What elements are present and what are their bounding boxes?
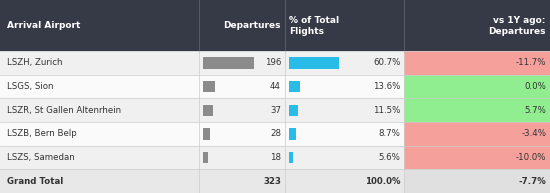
Text: 5.7%: 5.7%: [524, 106, 546, 115]
FancyBboxPatch shape: [289, 152, 293, 163]
FancyBboxPatch shape: [404, 169, 550, 193]
Text: -10.0%: -10.0%: [516, 153, 546, 162]
Text: 37: 37: [270, 106, 281, 115]
FancyBboxPatch shape: [0, 51, 199, 75]
FancyBboxPatch shape: [203, 152, 208, 163]
FancyBboxPatch shape: [285, 51, 404, 75]
FancyBboxPatch shape: [404, 146, 550, 169]
Text: 13.6%: 13.6%: [373, 82, 400, 91]
FancyBboxPatch shape: [289, 57, 339, 69]
FancyBboxPatch shape: [203, 81, 214, 92]
FancyBboxPatch shape: [203, 57, 255, 69]
Text: 60.7%: 60.7%: [373, 58, 400, 68]
Text: LSZH, Zurich: LSZH, Zurich: [7, 58, 62, 68]
Text: Grand Total: Grand Total: [7, 177, 63, 186]
Text: 196: 196: [265, 58, 281, 68]
FancyBboxPatch shape: [289, 128, 296, 140]
FancyBboxPatch shape: [199, 98, 285, 122]
Text: 44: 44: [270, 82, 281, 91]
Text: 5.6%: 5.6%: [378, 153, 400, 162]
Text: LSZB, Bern Belp: LSZB, Bern Belp: [7, 129, 76, 138]
FancyBboxPatch shape: [0, 122, 199, 146]
Text: -7.7%: -7.7%: [519, 177, 546, 186]
Text: vs 1Y ago:
Departures: vs 1Y ago: Departures: [488, 15, 546, 36]
FancyBboxPatch shape: [199, 146, 285, 169]
Text: % of Total
Flights: % of Total Flights: [289, 15, 339, 36]
Text: 323: 323: [263, 177, 281, 186]
FancyBboxPatch shape: [0, 98, 199, 122]
Text: Arrival Airport: Arrival Airport: [7, 21, 80, 30]
FancyBboxPatch shape: [289, 81, 300, 92]
FancyBboxPatch shape: [203, 128, 210, 140]
FancyBboxPatch shape: [199, 169, 285, 193]
Text: LSZS, Samedan: LSZS, Samedan: [7, 153, 74, 162]
FancyBboxPatch shape: [285, 146, 404, 169]
FancyBboxPatch shape: [285, 122, 404, 146]
Text: 18: 18: [270, 153, 281, 162]
FancyBboxPatch shape: [203, 105, 213, 116]
Text: 28: 28: [270, 129, 281, 138]
Text: -3.4%: -3.4%: [521, 129, 546, 138]
FancyBboxPatch shape: [0, 146, 199, 169]
FancyBboxPatch shape: [289, 105, 298, 116]
FancyBboxPatch shape: [0, 75, 199, 98]
FancyBboxPatch shape: [404, 75, 550, 98]
FancyBboxPatch shape: [285, 75, 404, 98]
FancyBboxPatch shape: [404, 51, 550, 75]
Text: Departures: Departures: [223, 21, 280, 30]
FancyBboxPatch shape: [199, 122, 285, 146]
FancyBboxPatch shape: [199, 51, 285, 75]
Text: 8.7%: 8.7%: [378, 129, 400, 138]
Text: 11.5%: 11.5%: [373, 106, 400, 115]
FancyBboxPatch shape: [285, 169, 404, 193]
FancyBboxPatch shape: [285, 98, 404, 122]
Text: -11.7%: -11.7%: [516, 58, 546, 68]
FancyBboxPatch shape: [404, 122, 550, 146]
Text: LSZR, St Gallen Altenrhein: LSZR, St Gallen Altenrhein: [7, 106, 121, 115]
Text: 0.0%: 0.0%: [524, 82, 546, 91]
FancyBboxPatch shape: [0, 0, 550, 51]
FancyBboxPatch shape: [0, 169, 199, 193]
Text: LSGS, Sion: LSGS, Sion: [7, 82, 53, 91]
FancyBboxPatch shape: [404, 98, 550, 122]
FancyBboxPatch shape: [199, 75, 285, 98]
Text: 100.0%: 100.0%: [365, 177, 400, 186]
